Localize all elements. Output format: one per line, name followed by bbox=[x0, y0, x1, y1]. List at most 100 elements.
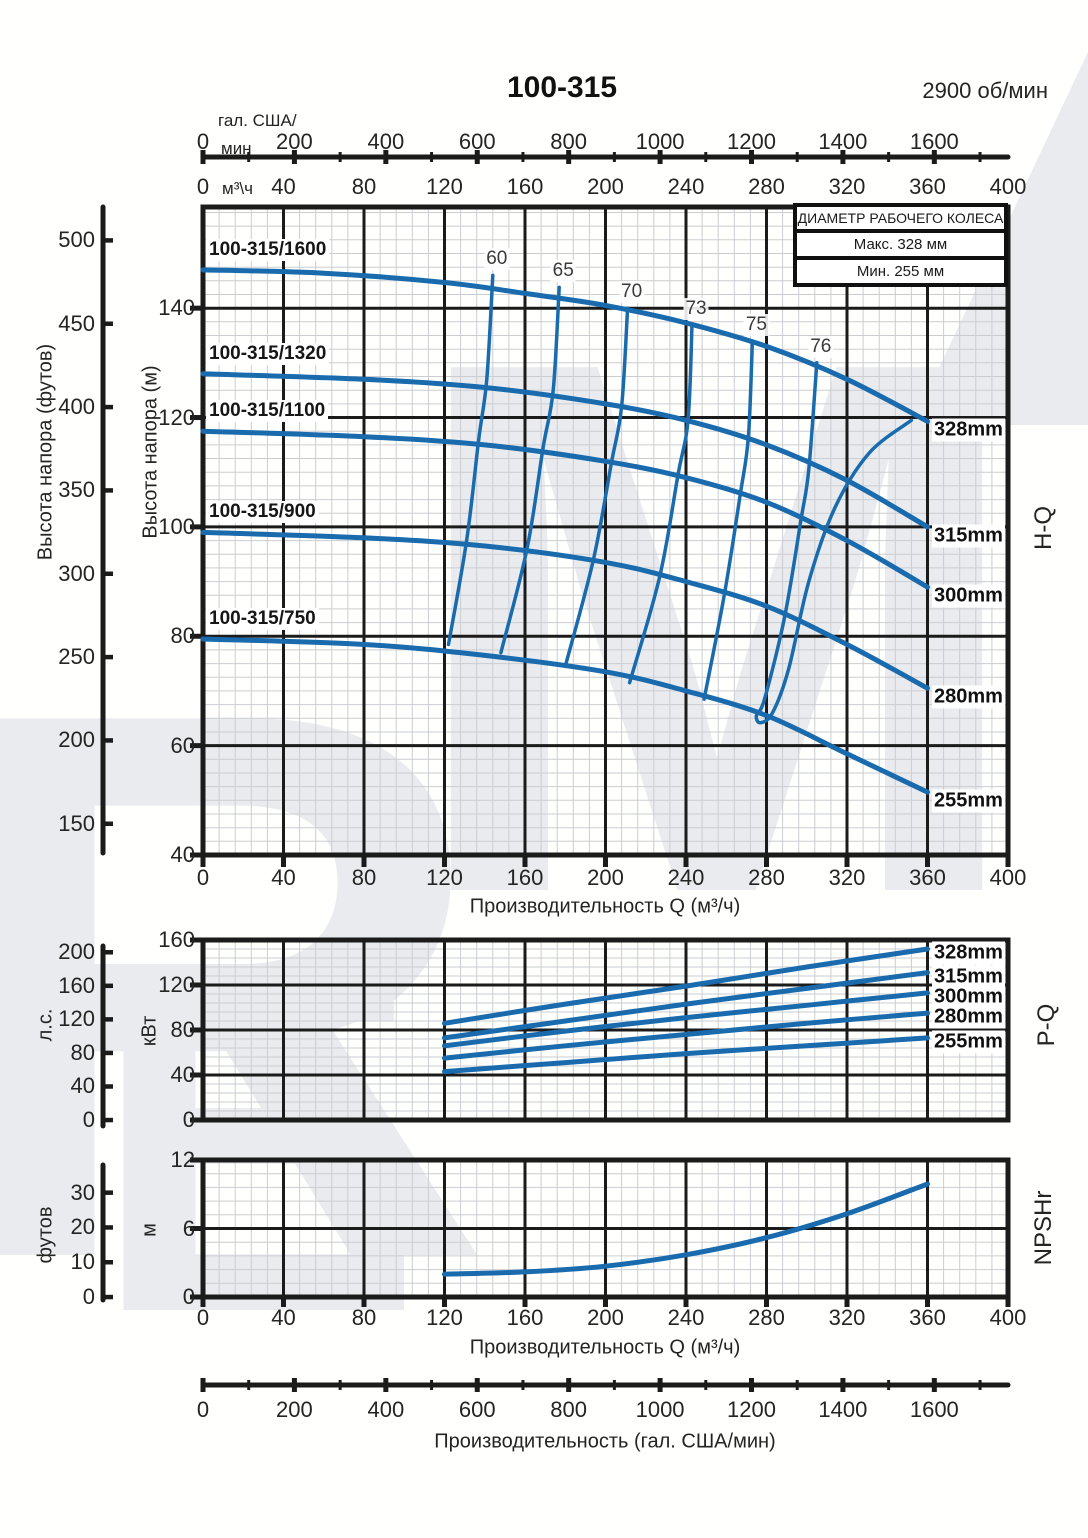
gal-axis-title: Производительность (гал. США/мин) bbox=[434, 1430, 776, 1453]
head-ft-tick-label: 200 bbox=[58, 727, 95, 753]
hq-x-tick-label: 80 bbox=[351, 865, 377, 890]
gal-axis-bottom-tick bbox=[474, 1378, 480, 1392]
npsh-y-tick bbox=[190, 1226, 203, 1231]
head-m-tick-label: 40 bbox=[170, 842, 195, 867]
gal-bottom-tick-label: 0 bbox=[196, 1397, 210, 1422]
npsh-x-tick-label: 240 bbox=[667, 1305, 705, 1330]
head-ft-axis-title: Высота напора (футов) bbox=[34, 343, 57, 561]
pq-diameter-label: 328mm bbox=[932, 941, 1005, 965]
head-ft-tick-label: 300 bbox=[58, 560, 95, 586]
page-title: 100-315 bbox=[506, 71, 618, 104]
hq-x-tick bbox=[281, 855, 286, 867]
npsh-x-tick bbox=[925, 1297, 930, 1307]
hp-tick-label: 40 bbox=[70, 1073, 95, 1099]
npsh-x-tick bbox=[683, 1297, 689, 1307]
npsh-x-tick-label: 320 bbox=[828, 1305, 866, 1330]
kw-tick-label: 160 bbox=[158, 927, 195, 952]
pq-curve-255mm bbox=[442, 1035, 930, 1075]
npsh-x-tick-label: 280 bbox=[748, 1305, 785, 1330]
hq-diameter-label: 328mm bbox=[932, 418, 1005, 442]
hq-x-tick-label: 280 bbox=[748, 865, 785, 890]
pq-diameter-label: 315mm bbox=[932, 965, 1005, 989]
gal-axis-top-tick bbox=[338, 152, 342, 162]
head-ft-tick bbox=[103, 238, 113, 243]
gal-unit-label-1: гал. США/ bbox=[218, 111, 297, 130]
hq-x-tick-label: 400 bbox=[989, 865, 1027, 890]
npsh-ft-tick-label: 30 bbox=[70, 1179, 95, 1205]
efficiency-line-70 bbox=[563, 306, 630, 669]
pq-diameter-label: 280mm bbox=[932, 1005, 1005, 1029]
hq-curve-model-label: 100-315/750 bbox=[206, 608, 319, 630]
hp-axis-title: л.с. bbox=[34, 1008, 57, 1042]
m3h-top-tick-label: 80 bbox=[351, 174, 377, 199]
npsh-x-tick bbox=[764, 1297, 769, 1307]
gal-top-tick-label: 800 bbox=[550, 129, 588, 154]
npsh-ft-tick-label: 10 bbox=[70, 1249, 95, 1275]
head-ft-tick bbox=[103, 321, 113, 326]
head-m-tick-label: 100 bbox=[158, 513, 195, 539]
pq-section-label: P-Q bbox=[1033, 1003, 1060, 1047]
pq-y-tick bbox=[190, 1072, 203, 1078]
hq-y-tick bbox=[190, 305, 203, 311]
m3h-top-tick-label: 280 bbox=[748, 174, 785, 199]
gal-axis-bottom-tick bbox=[704, 1380, 708, 1390]
npsh-ft-axis-title: футов bbox=[34, 1206, 57, 1264]
gal-axis-top-tick bbox=[887, 152, 891, 162]
npsh-m-axis-title: м bbox=[138, 1223, 161, 1237]
npsh-x-axis-title: Производительность Q (м³/ч) bbox=[469, 1336, 741, 1359]
gal-top-tick-label: 0 bbox=[196, 129, 210, 154]
hq-x-tick bbox=[764, 855, 769, 867]
head-ft-tick bbox=[103, 404, 113, 410]
head-m-tick-label: 140 bbox=[158, 295, 195, 321]
m3h-top-tick-label: 360 bbox=[909, 174, 946, 199]
gal-top-tick-label: 1200 bbox=[727, 129, 776, 154]
gal-top-tick-label: 1000 bbox=[635, 129, 685, 154]
hq-x-tick bbox=[844, 855, 850, 867]
npsh-x-tick-label: 360 bbox=[909, 1305, 946, 1330]
hp-tick bbox=[103, 1017, 113, 1022]
hq-x-tick-label: 240 bbox=[667, 865, 705, 890]
gal-axis-top-tick bbox=[383, 150, 389, 164]
m3h-top-tick-label: 160 bbox=[506, 174, 544, 199]
hq-x-tick bbox=[442, 855, 447, 867]
kw-tick-label: 120 bbox=[158, 972, 195, 997]
head-ft-tick-label: 500 bbox=[58, 227, 95, 253]
gal-axis-top-tick bbox=[840, 150, 846, 164]
head-ft-tick-label: 450 bbox=[58, 310, 95, 336]
hq-curve-model-label: 100-315/1600 bbox=[206, 238, 330, 261]
head-ft-tick bbox=[103, 654, 113, 660]
pq-y-tick bbox=[190, 937, 203, 943]
hp-tick-label: 0 bbox=[82, 1107, 95, 1132]
npsh-ft-tick bbox=[103, 1260, 113, 1265]
hq-x-tick bbox=[1005, 855, 1011, 867]
pq-y-tick bbox=[190, 1117, 203, 1123]
head-m-tick-label: 60 bbox=[170, 732, 195, 758]
npsh-section-label: NPSHr bbox=[1030, 1190, 1057, 1266]
gal-axis-bottom-tick bbox=[795, 1380, 799, 1390]
hp-tick-label: 120 bbox=[58, 1006, 95, 1032]
hq-curve-280mm bbox=[200, 529, 930, 691]
hp-tick-label: 80 bbox=[70, 1039, 95, 1065]
efficiency-line-75 bbox=[702, 339, 755, 701]
m3h-top-tick-label: 240 bbox=[667, 174, 705, 199]
hq-diameter-label: 300mm bbox=[932, 584, 1005, 608]
gal-axis-bottom-tick bbox=[749, 1378, 755, 1392]
m3h-top-tick-label: 0 bbox=[196, 174, 210, 199]
gal-axis-bottom-tick bbox=[840, 1378, 846, 1392]
head-ft-tick-label: 400 bbox=[58, 394, 95, 420]
efficiency-label: 70 bbox=[619, 281, 645, 304]
head-m-tick-label: 120 bbox=[158, 404, 195, 430]
npsh-x-tick-label: 40 bbox=[271, 1305, 296, 1330]
npsh-x-tick-label: 400 bbox=[989, 1305, 1027, 1330]
pq-y-tick bbox=[190, 982, 203, 988]
gal-axis-bottom-tick bbox=[430, 1380, 434, 1390]
npsh-x-tick bbox=[844, 1297, 850, 1307]
gal-axis-top-tick bbox=[566, 150, 572, 164]
hq-curve-315mm bbox=[200, 371, 930, 530]
rpm-label: 2900 об/мин bbox=[922, 78, 1048, 103]
npsh-curve bbox=[442, 1181, 930, 1277]
gal-axis-top-tick bbox=[200, 150, 206, 164]
